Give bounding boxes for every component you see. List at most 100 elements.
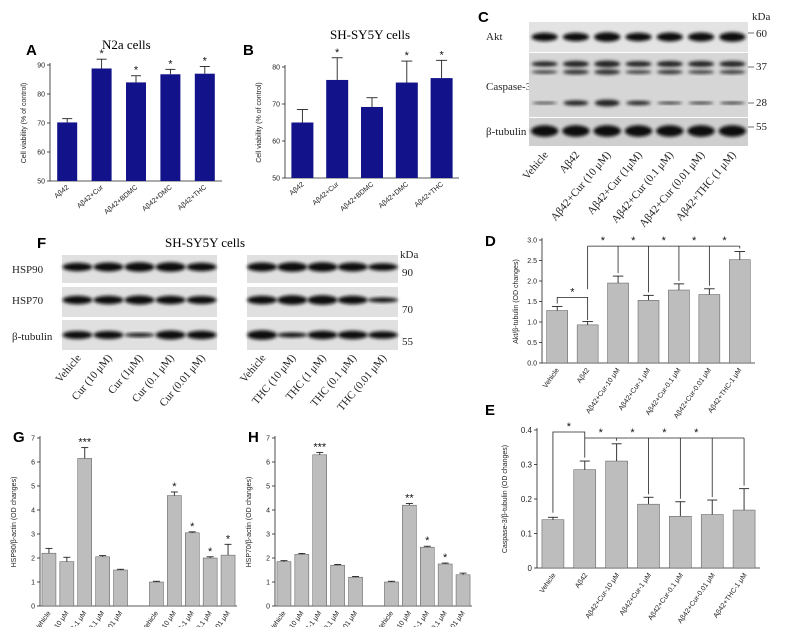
bar [57,122,78,181]
bar [637,503,660,569]
blot-f-marker-55: 55 [402,336,414,348]
bar [167,495,182,607]
blot-band [124,295,155,305]
y-tick-label: 1.0 [527,320,537,327]
y-tick-label: 4 [31,508,35,515]
bar [160,74,181,181]
significance-mark: * [722,235,727,247]
blot-c-marker-37: 37 [756,61,768,73]
significance-mark: * [203,55,208,67]
chart-g: 0 1 2 3 4 5 6 7 HSP90/β-actin (OD changes) Vehicl… [11,436,237,627]
significance-mark: * [631,235,636,247]
bar [605,460,628,569]
bar [91,68,112,181]
panel-label-c: C [478,9,489,26]
category-label: Vehicle [141,610,160,627]
blot-band [186,262,217,272]
bar [430,78,453,178]
bar [576,324,599,364]
y-tick-label: 1 [266,580,270,587]
category-label: Aβ42 [574,572,589,590]
blot-band [155,295,186,305]
y-tick-label: 0 [266,604,270,611]
category-label: Aβ42+Cur-1 μM [619,572,653,617]
western-blot-f: SH-SY5Y cells kDa HSP90 HSP70 β-tubulin … [12,235,418,413]
significance-bracket [552,431,586,513]
blot-band [307,330,338,340]
bar [361,106,383,178]
chart-d: 0.0 0.5 1.0 1.5 2.0 2.5 3.0 Akt/β-tubulin (OD c… [513,235,755,420]
bar [437,563,453,607]
y-axis-label: HSP90/β-actin (OD changes) [11,477,18,568]
blot-band [625,61,652,67]
y-tick-label: 70 [272,102,280,109]
significance-mark: * [208,546,213,558]
blot-band [277,295,308,305]
blot-band [656,61,683,67]
y-tick-label: 0 [528,564,533,573]
chart-h: 0 1 2 3 4 5 6 7 HSP70/β-actin (OD changes) Vehicl… [246,436,472,627]
blot-band [531,61,558,67]
blot-band [687,70,715,74]
blot-band [93,262,124,272]
category-label: Vehicle [34,610,53,627]
bar [291,122,314,178]
significance-mark: ** [405,493,414,505]
significance-mark: * [567,421,572,433]
y-tick-label: 90 [37,63,45,70]
panel-label-f: F [37,235,46,252]
y-tick-label: 3.0 [527,238,537,245]
blot-band [656,32,683,42]
y-tick-label: 2.5 [527,258,537,265]
y-tick-label: 1.5 [527,299,537,306]
significance-mark: * [405,50,410,62]
y-tick-label: 0 [31,604,35,611]
blot-band [62,295,93,305]
significance-mark: * [425,535,430,547]
blot-lane-label: Vehicle [521,149,551,182]
bar [573,469,597,569]
blot-band [687,61,715,67]
blot-f-title: SH-SY5Y cells [165,235,245,250]
blot-band [656,125,684,137]
bar [126,82,146,181]
blot-band [718,125,747,137]
y-tick-label: 0.5 [527,340,537,347]
blot-band [247,330,278,340]
significance-mark: *** [78,437,92,449]
blot-c-marker-60: 60 [756,28,768,40]
blot-band [719,61,746,67]
bar [637,300,660,364]
y-tick-label: 60 [272,139,280,146]
blot-band [155,262,186,272]
y-axis-label: Cell viability (% of control) [256,82,263,163]
bar [113,569,128,607]
y-tick-label: 80 [37,92,45,99]
chart-b: 50 60 70 80 Cell viability (% of control) SH-… [256,27,459,213]
y-tick-label: 2.0 [527,279,537,286]
significance-mark: * [168,58,173,70]
category-label: Aβ42+Cur-10 μM [585,572,622,620]
significance-mark: * [226,533,231,545]
bar [700,514,724,569]
y-tick-label: 3 [266,532,270,539]
panel-label-g: G [13,429,25,446]
category-label: Aβ42+THC [414,181,445,209]
blot-band [367,331,398,339]
blot-c-row-caspase3: Caspase-3 [486,81,532,93]
significance-mark: * [662,235,667,247]
y-tick-label: 80 [272,65,280,72]
significance-mark: * [692,235,697,247]
category-label: Vehicle [539,572,558,595]
y-tick-label: 1 [31,580,35,587]
blot-band [687,125,715,137]
y-axis-label: Cell viability (% of control) [21,83,28,164]
blot-band [93,295,124,305]
significance-mark: * [570,286,575,298]
panel-label-h: H [248,429,259,446]
y-axis-label: Caspase-3/β-tubulin (OD changes) [502,445,509,553]
blot-f-kda: kDa [400,249,418,261]
bar [455,574,471,607]
category-label: Aβ42+DMC [378,181,410,210]
blot-band [657,101,683,105]
